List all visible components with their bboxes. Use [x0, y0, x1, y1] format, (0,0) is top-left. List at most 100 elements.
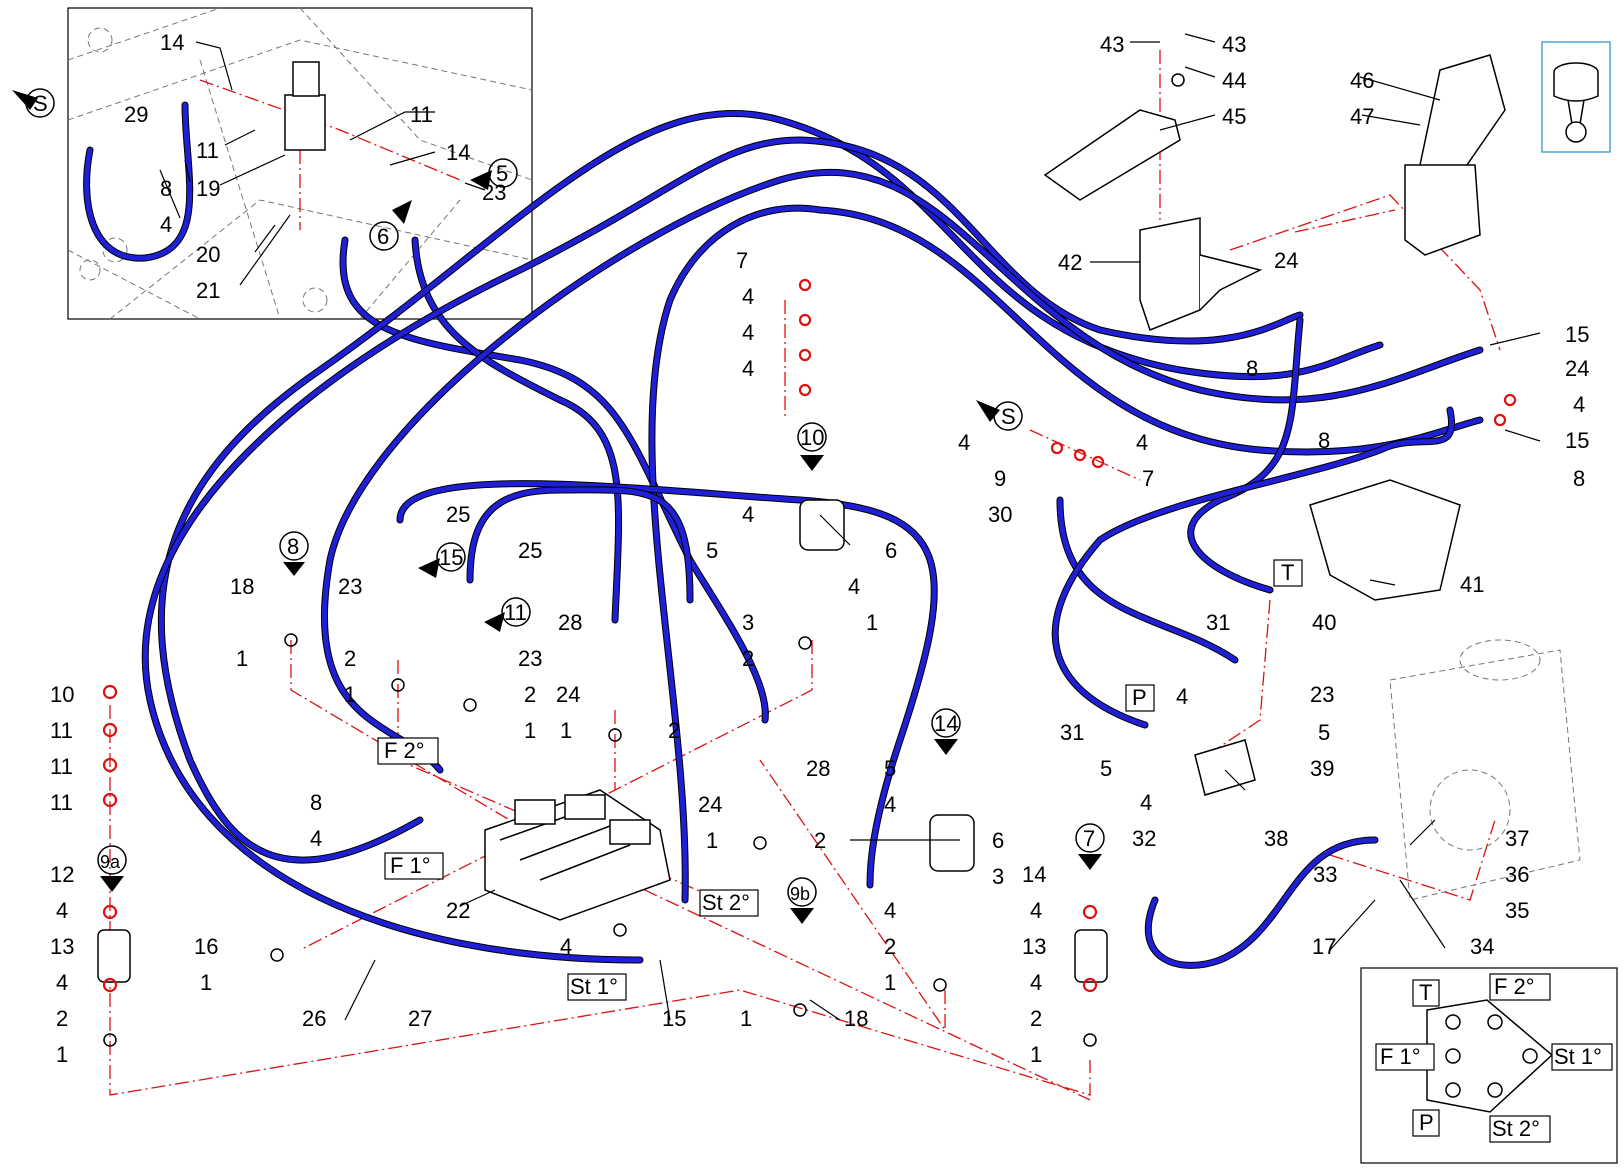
- label-22: 22: [446, 898, 470, 923]
- label-34: 34: [1470, 934, 1494, 959]
- label-3: 3: [742, 610, 754, 635]
- label-36: 36: [1505, 862, 1529, 887]
- label-9: 9: [994, 466, 1006, 491]
- port-st1: St 1°: [570, 974, 618, 999]
- label-2: 2: [1030, 1006, 1042, 1031]
- part-labels: 14 29 11 8 19 4 20 21 11 14 23 43 43 44 …: [50, 30, 1589, 1067]
- callout-7: 7: [1083, 826, 1095, 851]
- label-24: 24: [556, 682, 580, 707]
- port-labels: F 2° F 1° St 2° St 1° T P T F 2° F 1° St…: [377, 559, 1613, 1143]
- label-6: 6: [992, 828, 1004, 853]
- label-35: 35: [1505, 898, 1529, 923]
- label-24: 24: [698, 792, 722, 817]
- label-4: 4: [56, 898, 68, 923]
- label-27: 27: [408, 1006, 432, 1031]
- label-31: 31: [1206, 610, 1230, 635]
- label-16: 16: [194, 934, 218, 959]
- label-8: 8: [1246, 356, 1258, 381]
- callout-15: 15: [439, 545, 463, 570]
- port-t: T: [1281, 560, 1294, 585]
- label-4: 4: [1030, 970, 1042, 995]
- label-47: 47: [1350, 104, 1374, 129]
- label-8: 8: [310, 790, 322, 815]
- label-46: 46: [1350, 68, 1374, 93]
- port-f1: F 1°: [390, 853, 431, 878]
- port-p: P: [1132, 685, 1147, 710]
- label-23: 23: [1310, 682, 1334, 707]
- label-1: 1: [524, 718, 536, 743]
- callout-5: 5: [496, 161, 508, 186]
- label-4: 4: [884, 898, 896, 923]
- label-13: 13: [50, 934, 74, 959]
- label-4: 4: [56, 970, 68, 995]
- label-18: 18: [844, 1006, 868, 1031]
- label-1: 1: [560, 718, 572, 743]
- label-2: 2: [814, 828, 826, 853]
- label-21: 21: [196, 278, 220, 303]
- label-8: 8: [1318, 428, 1330, 453]
- label-1: 1: [1030, 1042, 1042, 1067]
- callout-14: 14: [934, 711, 958, 736]
- label-1: 1: [884, 970, 896, 995]
- label-19: 19: [196, 176, 220, 201]
- label-15: 15: [662, 1006, 686, 1031]
- label-38: 38: [1264, 826, 1288, 851]
- label-40: 40: [1312, 610, 1336, 635]
- piston-icon: [1541, 41, 1611, 153]
- label-20: 20: [196, 242, 220, 267]
- label-33: 33: [1313, 862, 1337, 887]
- label-17: 17: [1312, 934, 1336, 959]
- legend-port-t: T: [1419, 980, 1432, 1005]
- legend-port-f1: F 1°: [1380, 1044, 1421, 1069]
- label-4: 4: [1140, 790, 1152, 815]
- label-2: 2: [56, 1006, 68, 1031]
- label-14: 14: [446, 140, 470, 165]
- label-4: 4: [848, 574, 860, 599]
- label-2: 2: [742, 646, 754, 671]
- label-14: 14: [160, 30, 184, 55]
- label-4: 4: [160, 212, 172, 237]
- label-1: 1: [56, 1042, 68, 1067]
- label-1: 1: [236, 646, 248, 671]
- label-43: 43: [1222, 32, 1246, 57]
- label-7: 7: [736, 248, 748, 273]
- label-11: 11: [196, 138, 219, 163]
- components: [97, 54, 1581, 983]
- label-2: 2: [884, 934, 896, 959]
- label-4: 4: [742, 284, 754, 309]
- label-24: 24: [1565, 356, 1589, 381]
- label-2: 2: [344, 646, 356, 671]
- label-42: 42: [1058, 250, 1082, 275]
- label-25: 25: [446, 502, 470, 527]
- label-11: 11: [50, 790, 73, 815]
- label-4: 4: [958, 430, 970, 455]
- label-6: 6: [885, 538, 897, 563]
- callout-8: 8: [287, 534, 299, 559]
- label-29: 29: [124, 102, 148, 127]
- reference-callouts: S 5 6 8 10 15 11 9a 9b 14 7 S: [12, 88, 1105, 924]
- port-st2: St 2°: [702, 890, 750, 915]
- label-37: 37: [1505, 826, 1529, 851]
- label-4: 4: [1176, 684, 1188, 709]
- label-41: 41: [1460, 572, 1484, 597]
- label-28: 28: [806, 756, 830, 781]
- label-11: 11: [50, 754, 73, 779]
- label-4: 4: [560, 934, 572, 959]
- label-5: 5: [1100, 756, 1112, 781]
- label-39: 39: [1310, 756, 1334, 781]
- label-18: 18: [230, 574, 254, 599]
- callout-s: S: [33, 91, 48, 116]
- label-32: 32: [1132, 826, 1156, 851]
- label-14: 14: [1022, 862, 1046, 887]
- port-f2: F 2°: [384, 738, 425, 763]
- label-2: 2: [668, 718, 680, 743]
- label-4: 4: [1573, 392, 1585, 417]
- label-23: 23: [518, 646, 542, 671]
- label-2: 2: [524, 682, 536, 707]
- label-13: 13: [1022, 934, 1046, 959]
- label-26: 26: [302, 1006, 326, 1031]
- label-24: 24: [1274, 248, 1298, 273]
- label-1: 1: [200, 970, 212, 995]
- label-3: 3: [992, 864, 1004, 889]
